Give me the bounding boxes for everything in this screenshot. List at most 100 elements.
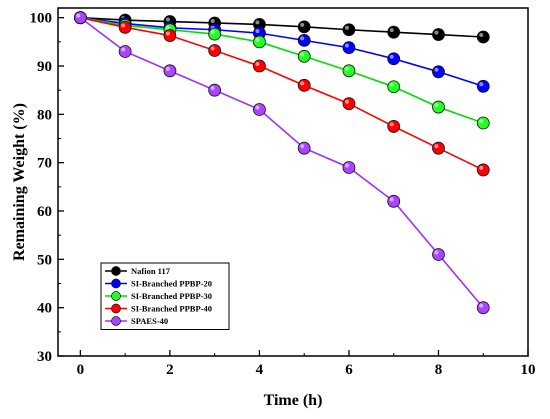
data-point-highlight [121,47,126,52]
y-tick-label: 80 [37,107,52,123]
y-tick-label: 60 [37,204,52,220]
data-point [118,20,132,34]
series-layer [73,11,490,315]
legend-label: SI-Branched PPBP-40 [131,304,212,314]
data-point-highlight [479,303,484,308]
data-point-highlight [300,36,305,41]
legend-swatch-marker [111,316,121,326]
data-point [387,194,401,208]
data-point-highlight [344,25,349,30]
data-point-highlight [479,165,484,170]
data-point [73,11,87,25]
data-point [342,64,356,78]
data-point [387,25,401,39]
legend-label: SI-Branched PPBP-20 [131,279,212,289]
data-point [432,28,445,41]
data-point-highlight [255,29,260,34]
series-line [80,16,484,38]
x-tick-label: 4 [256,362,264,378]
data-point-highlight [76,13,81,18]
data-point-highlight [255,62,260,66]
data-point-highlight [121,23,126,28]
data-point [476,116,490,130]
data-point [432,100,445,114]
data-point [476,163,490,177]
series-line [80,16,484,171]
data-point [163,29,177,42]
plot-frame [57,7,529,357]
data-point [476,79,490,93]
data-point-highlight [389,28,394,33]
data-point-highlight [434,144,439,149]
y-tick-label: 70 [37,156,52,172]
data-point-highlight [210,30,215,35]
data-point [476,301,490,315]
data-point-highlight [255,37,260,42]
data-point [432,65,445,79]
series-5 [73,11,490,315]
data-point-highlight [255,20,260,25]
y-axis-label: Remaining Weight (%) [11,103,28,261]
legend-label: Nafion 117 [131,266,171,276]
data-point-highlight [389,54,394,59]
x-tick-label: 2 [166,362,174,378]
x-axis-label: Time (h) [264,392,323,409]
y-tick-label: 50 [37,252,52,268]
data-point-highlight [300,52,305,57]
y-tick-label: 30 [37,349,52,365]
data-point-highlight [210,86,215,91]
y-tick-label: 90 [37,59,52,75]
data-point [297,33,311,47]
data-point [163,64,177,78]
data-point [208,44,222,57]
data-point-highlight [165,31,170,36]
data-point [253,35,266,49]
data-point [208,27,222,41]
data-point [208,83,222,97]
data-point-highlight [344,43,349,48]
data-point [253,59,266,73]
data-point-highlight [165,17,170,22]
legend-swatch-marker [111,291,121,301]
legend-label: SI-Branched PPBP-30 [131,291,212,301]
x-tick-label: 10 [521,362,536,378]
legend-swatch-marker [111,266,121,276]
data-point-highlight [344,66,349,71]
data-point [297,49,311,63]
data-point-highlight [434,30,439,35]
legend: Nafion 117 SI-Branched PPBP-20 SI-Branched… [100,262,230,330]
data-point [432,141,445,155]
data-point [297,20,311,34]
data-point-highlight [255,105,260,110]
x-tick-label: 0 [77,362,85,378]
y-tick-label: 40 [37,301,52,317]
data-point [342,23,356,37]
axis-ticks: 30 40 50 60 70 80 90 100 0 2 4 6 8 10 [30,11,536,378]
data-point [297,141,311,155]
series-line [80,16,484,124]
data-point-highlight [344,99,349,104]
data-point-highlight [389,197,394,202]
y-tick-label: 100 [30,11,53,27]
data-point [476,30,490,44]
data-point-highlight [479,82,484,87]
data-point-highlight [434,67,439,72]
data-point [297,78,311,92]
series-line [80,16,484,88]
legend-swatch-marker [111,278,121,289]
data-point-highlight [434,103,439,108]
data-point-highlight [300,144,305,149]
data-point-highlight [165,25,170,30]
data-point [342,161,356,174]
data-point-highlight [479,33,484,37]
x-tick-label: 8 [435,362,443,378]
series-4 [73,11,490,177]
x-tick-label: 6 [345,362,353,378]
data-point-highlight [389,82,394,87]
data-point [118,45,132,58]
data-point [432,248,445,261]
data-point [387,52,401,66]
data-point-highlight [389,122,394,127]
